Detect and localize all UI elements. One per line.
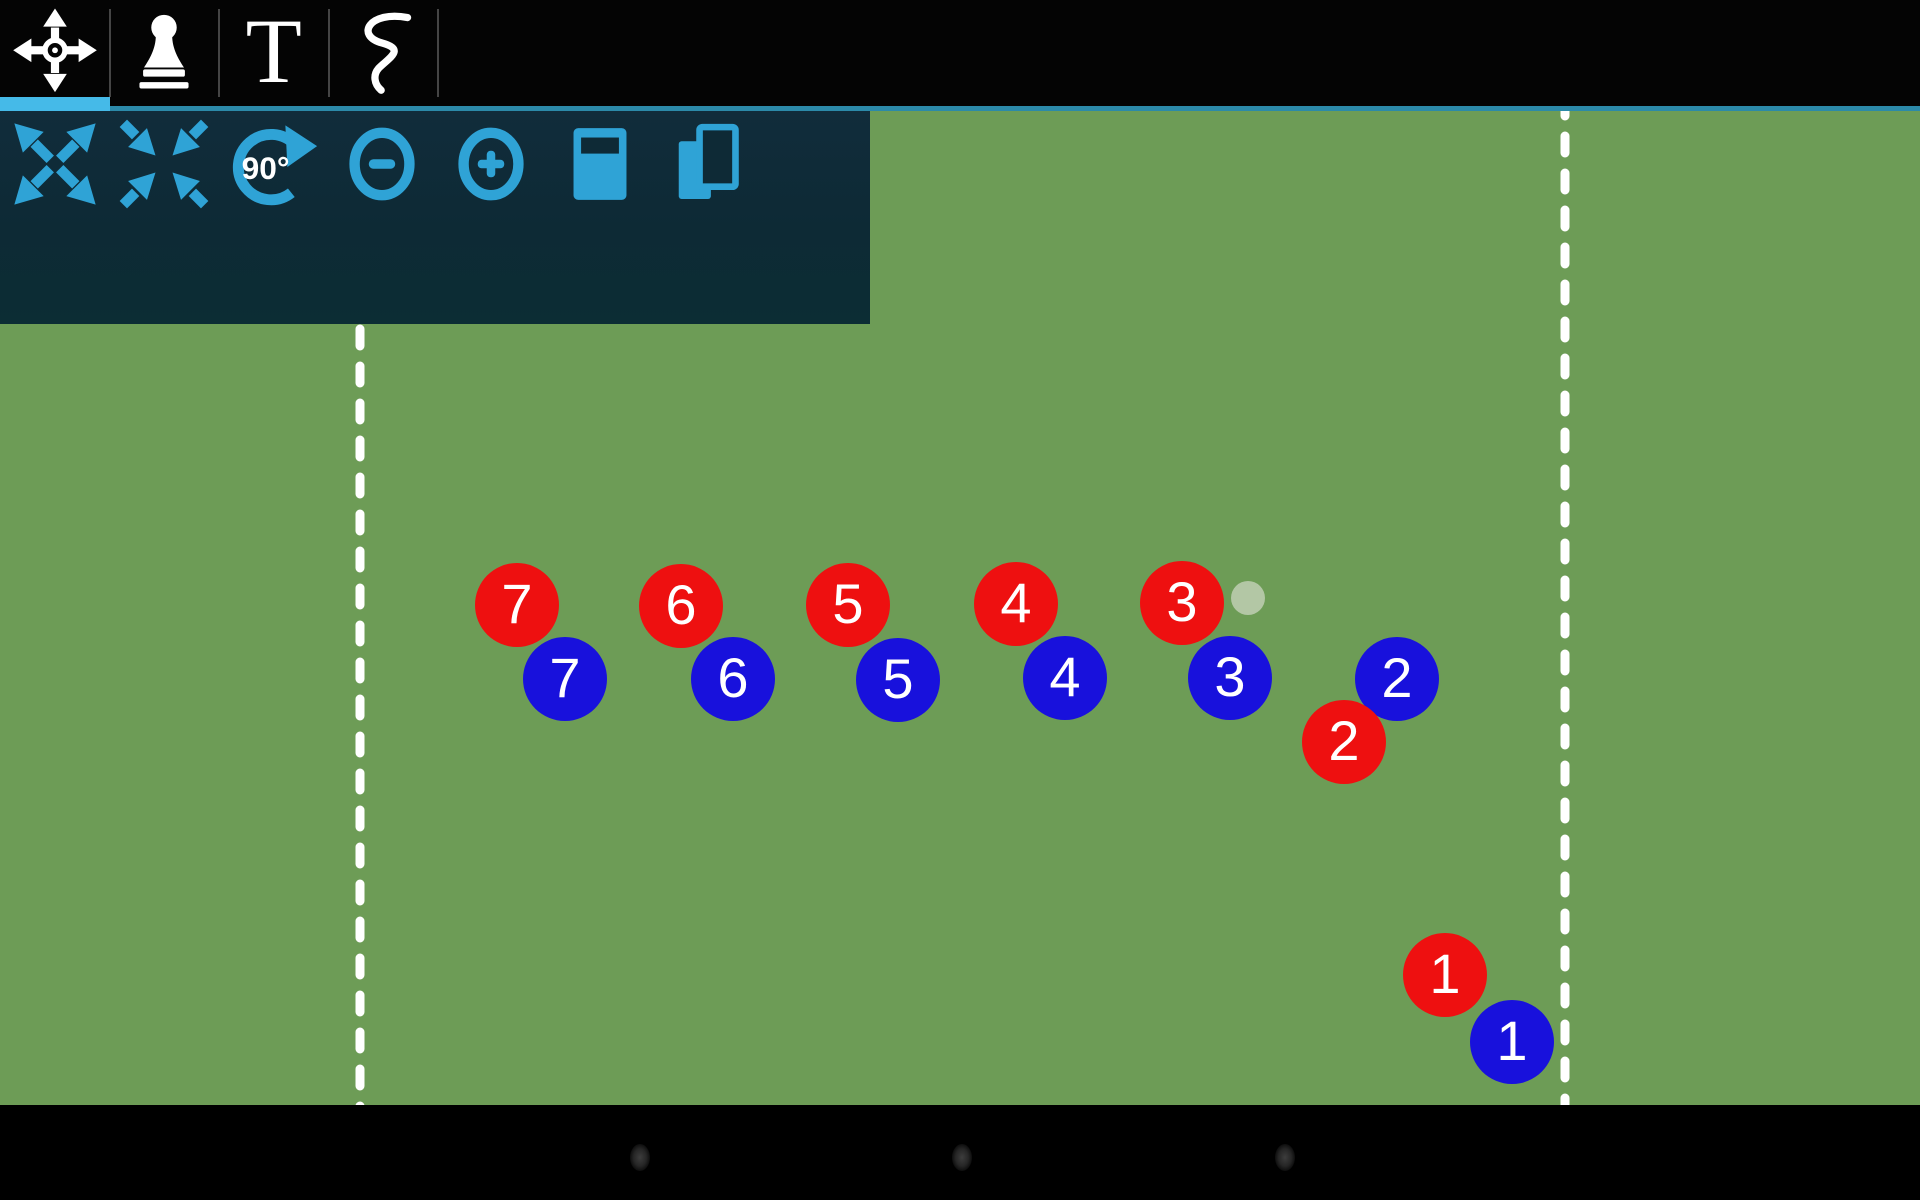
nav-back-button[interactable]	[630, 1144, 650, 1171]
text-tool-glyph: T	[245, 0, 302, 102]
collapse-button[interactable]	[109, 111, 218, 217]
token-number: 1	[1496, 1009, 1528, 1072]
ball[interactable]	[1231, 581, 1265, 615]
tab-divider	[327, 9, 330, 97]
tab-divider	[437, 9, 439, 97]
player-token-red-3[interactable]: 3	[1140, 561, 1224, 645]
toolbar-accent-line	[0, 106, 1920, 111]
pitch[interactable]: 7 6 5 4 3 1 7 6 5 4 3 2 1 2	[0, 111, 1920, 1105]
player-token-blue-6[interactable]: 6	[691, 637, 775, 721]
rotate-90-button[interactable]: 90°	[218, 111, 327, 217]
tool-tabs: T	[0, 0, 439, 106]
copy-icon	[678, 123, 739, 199]
freehand-line-icon	[364, 12, 412, 94]
player-token-blue-3[interactable]: 3	[1188, 636, 1272, 720]
zoom-out-button[interactable]	[327, 111, 436, 217]
token-number: 7	[501, 572, 533, 635]
tab-move-tool[interactable]	[0, 0, 111, 106]
nav-home-button[interactable]	[952, 1144, 972, 1171]
half-field-button[interactable]	[545, 111, 654, 217]
expand-arrows-icon	[13, 123, 96, 205]
collapse-arrows-icon	[119, 119, 208, 209]
tab-divider	[108, 9, 111, 97]
tab-text-tool[interactable]: T	[219, 0, 330, 106]
token-number: 5	[832, 572, 864, 635]
duplicate-button[interactable]	[654, 111, 763, 217]
token-number: 1	[1429, 942, 1461, 1005]
move-tool-panel: 90°	[0, 111, 870, 324]
token-number: 6	[717, 646, 749, 709]
half-field-icon	[573, 128, 626, 200]
token-number: 4	[1049, 645, 1081, 708]
rotate-90-label: 90°	[242, 150, 290, 186]
nav-recents-button[interactable]	[1275, 1144, 1295, 1171]
tab-draw-tool[interactable]	[329, 0, 439, 106]
rotate-90-icon: 90°	[232, 125, 318, 206]
android-navbar	[0, 1105, 1920, 1200]
player-token-blue-7[interactable]: 7	[523, 637, 607, 721]
zoom-in-icon	[457, 127, 524, 201]
player-token-red-4[interactable]: 4	[974, 562, 1058, 646]
token-number: 2	[1381, 646, 1413, 709]
player-token-red-5[interactable]: 5	[806, 563, 890, 647]
token-number: 6	[665, 573, 697, 636]
zoom-out-icon	[348, 127, 415, 201]
player-token-blue-4[interactable]: 4	[1023, 636, 1107, 720]
tab-divider	[218, 9, 220, 97]
move-icon	[12, 8, 97, 93]
pawn-icon	[139, 14, 189, 89]
player-token-red-7[interactable]: 7	[475, 563, 559, 647]
player-token-red-6[interactable]: 6	[639, 564, 723, 648]
player-token-blue-1[interactable]: 1	[1470, 1000, 1554, 1084]
token-number: 2	[1328, 709, 1360, 772]
player-token-blue-5[interactable]: 5	[856, 638, 940, 722]
player-token-red-2[interactable]: 2	[1302, 700, 1386, 784]
player-token-blue-2[interactable]: 2	[1355, 637, 1439, 721]
token-number: 3	[1214, 645, 1246, 708]
expand-button[interactable]	[0, 111, 109, 217]
top-toolbar: T	[0, 0, 1920, 106]
selected-tab-underline	[0, 97, 110, 111]
token-number: 3	[1166, 570, 1198, 633]
token-number: 4	[1000, 571, 1032, 634]
zoom-in-button[interactable]	[436, 111, 545, 217]
player-token-red-1[interactable]: 1	[1403, 933, 1487, 1017]
token-number: 5	[882, 647, 914, 710]
tab-piece-stamp-tool[interactable]	[110, 0, 220, 106]
token-number: 7	[549, 646, 581, 709]
